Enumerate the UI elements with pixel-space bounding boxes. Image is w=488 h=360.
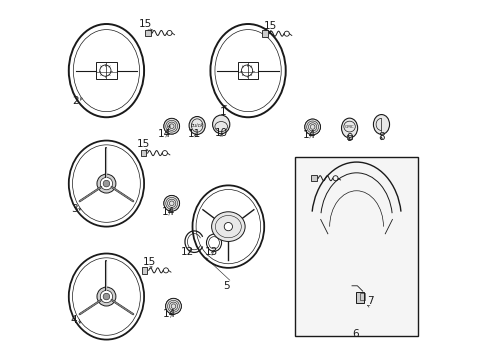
Circle shape bbox=[224, 222, 232, 231]
Bar bbox=[294, 157, 418, 336]
Circle shape bbox=[103, 293, 109, 300]
Circle shape bbox=[97, 287, 116, 306]
Circle shape bbox=[100, 65, 111, 76]
Bar bbox=[142, 267, 147, 274]
Ellipse shape bbox=[341, 118, 357, 138]
Circle shape bbox=[163, 118, 179, 134]
Text: 14: 14 bbox=[163, 310, 176, 319]
Bar bbox=[356, 292, 364, 303]
Bar bbox=[145, 30, 151, 36]
Bar bbox=[96, 62, 117, 80]
Text: 6: 6 bbox=[352, 329, 358, 339]
Text: 10: 10 bbox=[214, 129, 227, 138]
Ellipse shape bbox=[212, 115, 229, 134]
Text: 12: 12 bbox=[180, 247, 193, 257]
Bar bbox=[237, 62, 258, 80]
Circle shape bbox=[165, 298, 181, 314]
Ellipse shape bbox=[211, 212, 244, 242]
Bar bbox=[346, 135, 352, 139]
Text: 14: 14 bbox=[302, 130, 315, 140]
Text: 4: 4 bbox=[71, 315, 77, 325]
Bar bbox=[359, 293, 365, 300]
Circle shape bbox=[241, 65, 252, 76]
Text: 15: 15 bbox=[142, 257, 155, 267]
Text: 15: 15 bbox=[263, 21, 276, 31]
Bar bbox=[140, 150, 146, 156]
Text: 8: 8 bbox=[377, 132, 384, 142]
Circle shape bbox=[97, 174, 116, 193]
Text: 9: 9 bbox=[346, 133, 352, 143]
Bar bbox=[262, 31, 267, 37]
Text: 13: 13 bbox=[204, 247, 218, 257]
Circle shape bbox=[103, 180, 109, 187]
Text: 1: 1 bbox=[219, 107, 226, 117]
Circle shape bbox=[100, 177, 112, 190]
Text: 7: 7 bbox=[366, 296, 372, 306]
Text: buick: buick bbox=[190, 123, 203, 128]
Text: 2: 2 bbox=[73, 96, 79, 106]
Circle shape bbox=[304, 119, 320, 135]
Circle shape bbox=[100, 291, 112, 303]
Text: 3: 3 bbox=[71, 204, 77, 214]
Text: GMC: GMC bbox=[344, 125, 354, 129]
Text: 5: 5 bbox=[223, 281, 229, 291]
Text: 15: 15 bbox=[137, 139, 150, 149]
Ellipse shape bbox=[189, 117, 205, 134]
Text: 14: 14 bbox=[161, 207, 174, 217]
Ellipse shape bbox=[373, 114, 389, 134]
Text: 11: 11 bbox=[187, 129, 201, 139]
Bar bbox=[310, 175, 316, 181]
Text: 15: 15 bbox=[138, 19, 151, 29]
Circle shape bbox=[163, 195, 179, 211]
Text: 14: 14 bbox=[158, 129, 171, 139]
